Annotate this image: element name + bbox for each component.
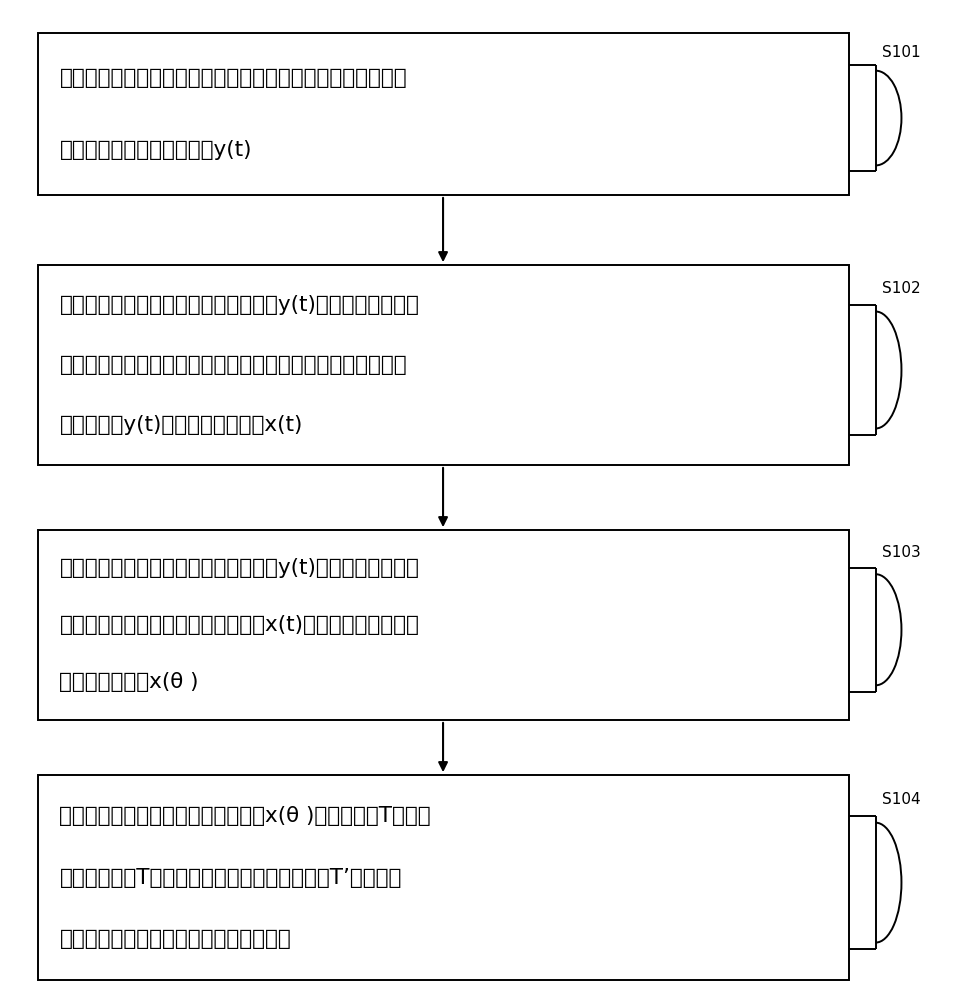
Text: 度域瞬变特征提取步骤，将编码器信号y(t)作为相位参考信号: 度域瞬变特征提取步骤，将编码器信号y(t)作为相位参考信号 [59, 558, 419, 578]
Text: ，根据匹配结果确定机械设备故障的类型: ，根据匹配结果确定机械设备故障的类型 [59, 929, 292, 949]
Text: S101: S101 [882, 45, 921, 60]
Text: 输出信号，得到编码器信号y(t): 输出信号，得到编码器信号y(t) [59, 140, 252, 160]
Text: 编码器信号y(t)提取时域瞬变特征x(t): 编码器信号y(t)提取时域瞬变特征x(t) [59, 415, 303, 435]
Text: 式拟合和稀疏的优化问题建立迭代算法，基于所述迭代算法从: 式拟合和稀疏的优化问题建立迭代算法，基于所述迭代算法从 [59, 355, 407, 375]
Text: 所述角度间隔T与故障类型的理论故障角度间隔T’进行匹配: 所述角度间隔T与故障类型的理论故障角度间隔T’进行匹配 [59, 867, 402, 888]
Bar [38, 265, 849, 465]
Text: ，利用阶次跟踪算法将时域瞬变特征x(t)转换到角度域中得到: ，利用阶次跟踪算法将时域瞬变特征x(t)转换到角度域中得到 [59, 615, 419, 635]
Bar [38, 775, 849, 980]
Bar [38, 530, 849, 720]
Text: 采集步骤，利用编码器数据采集卡读取机械设备中的编码器的: 采集步骤，利用编码器数据采集卡读取机械设备中的编码器的 [59, 68, 407, 88]
Text: S103: S103 [882, 545, 921, 560]
Text: 角度域瞬变特征x(θ ): 角度域瞬变特征x(θ ) [59, 672, 199, 692]
Text: S104: S104 [882, 792, 921, 807]
Text: 时域瞬变特征提取步骤，对编码器信号y(t)构建基于局部多项: 时域瞬变特征提取步骤，对编码器信号y(t)构建基于局部多项 [59, 295, 419, 315]
Text: 故障诊断步骤，识别角度域瞬变特征x(θ )的角度间隔T，并将: 故障诊断步骤，识别角度域瞬变特征x(θ )的角度间隔T，并将 [59, 806, 432, 826]
Text: S102: S102 [882, 281, 921, 296]
Bar [38, 33, 849, 195]
